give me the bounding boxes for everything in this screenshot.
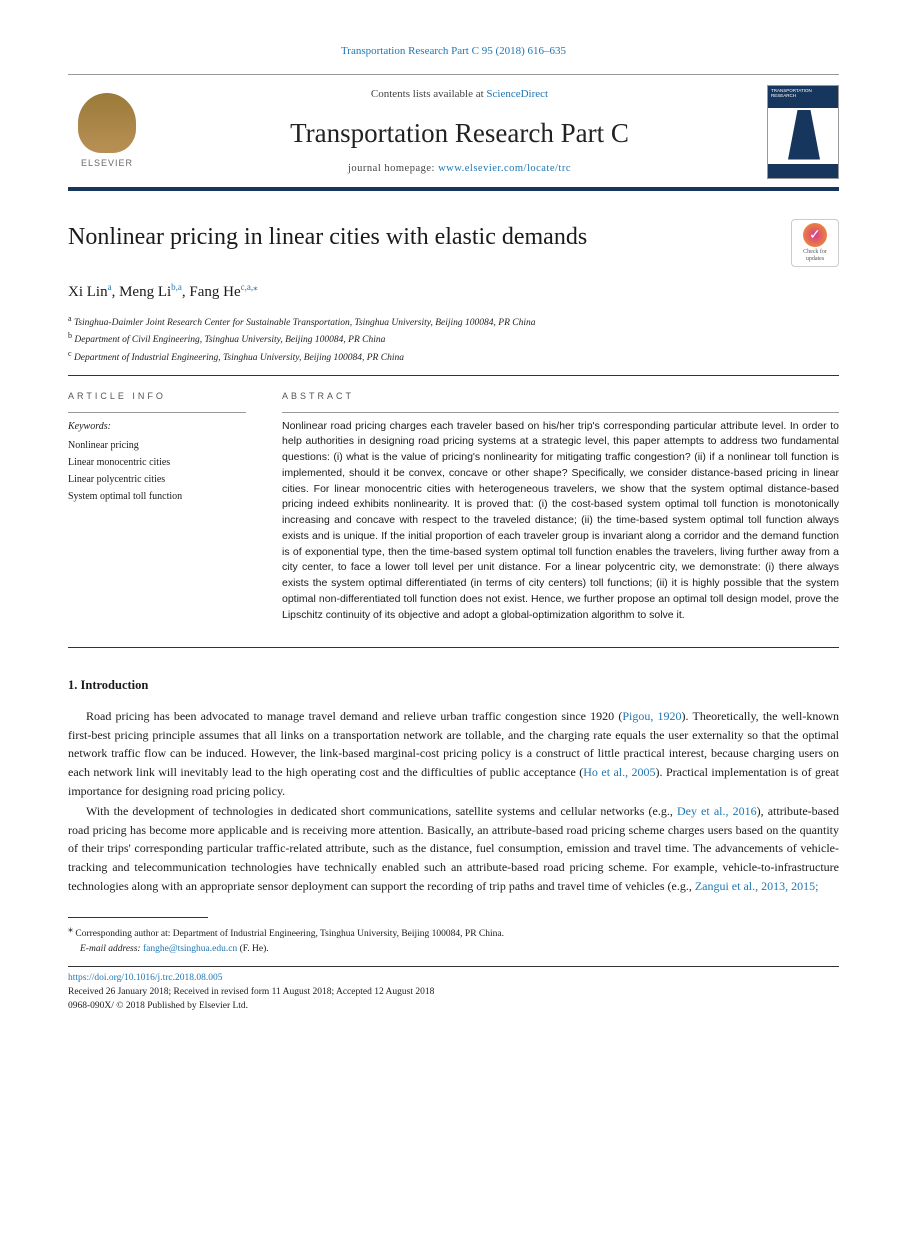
abstract-label: ABSTRACT	[282, 390, 839, 404]
journal-header: ELSEVIER Contents lists available at Sci…	[68, 74, 839, 191]
paragraph-1: Road pricing has been advocated to manag…	[68, 707, 839, 800]
citation-zangui[interactable]: Zangui et al., 2013, 2015;	[695, 879, 819, 893]
author-3-sup[interactable]: c,a,	[241, 282, 254, 292]
keywords-divider	[68, 412, 246, 413]
affiliation-c: c Department of Industrial Engineering, …	[68, 348, 839, 365]
keywords-list: Nonlinear pricing Linear monocentric cit…	[68, 437, 246, 505]
abstract-text: Nonlinear road pricing charges each trav…	[282, 419, 839, 624]
received-dates: Received 26 January 2018; Received in re…	[68, 985, 839, 999]
citation-pigou[interactable]: Pigou, 1920	[622, 709, 681, 723]
homepage-prefix: journal homepage:	[348, 163, 438, 174]
affiliation-a: a Tsinghua-Daimler Joint Research Center…	[68, 313, 839, 330]
article-title: Nonlinear pricing in linear cities with …	[68, 219, 775, 255]
divider	[68, 375, 839, 376]
journal-name: Transportation Research Part C	[160, 113, 759, 154]
email-who: (F. He).	[237, 944, 268, 954]
author-1-sup[interactable]: a	[108, 282, 112, 292]
title-row: Nonlinear pricing in linear cities with …	[68, 219, 839, 267]
cover-image	[768, 108, 838, 164]
article-info-label: ARTICLE INFO	[68, 390, 246, 404]
copyright-line: 0968-090X/ © 2018 Published by Elsevier …	[68, 999, 839, 1013]
homepage-link[interactable]: www.elsevier.com/locate/trc	[438, 163, 571, 174]
keyword: System optimal toll function	[68, 488, 246, 505]
author-3-star[interactable]: ⁎	[253, 282, 258, 292]
abstract-divider	[282, 412, 839, 413]
cover-footer	[768, 164, 838, 179]
email-label: E-mail address:	[80, 944, 143, 954]
paragraph-2: With the development of technologies in …	[68, 802, 839, 895]
publisher-name: ELSEVIER	[81, 157, 133, 171]
sciencedirect-link[interactable]: ScienceDirect	[486, 88, 548, 100]
contents-prefix: Contents lists available at	[371, 88, 486, 100]
corresponding-text: Corresponding author at: Department of I…	[75, 929, 504, 939]
check-updates-badge[interactable]: Check forupdates	[791, 219, 839, 267]
abstract-column: ABSTRACT Nonlinear road pricing charges …	[282, 390, 839, 623]
contents-line: Contents lists available at ScienceDirec…	[160, 86, 759, 103]
author-2[interactable]: Meng Li	[119, 284, 171, 300]
elsevier-logo[interactable]: ELSEVIER	[68, 88, 146, 176]
top-journal-ref: Transportation Research Part C 95 (2018)…	[68, 40, 839, 60]
doi-link[interactable]: https://doi.org/10.1016/j.trc.2018.08.00…	[68, 971, 839, 985]
affiliations: a Tsinghua-Daimler Joint Research Center…	[68, 313, 839, 365]
elsevier-tree-icon	[78, 93, 136, 153]
citation-dey[interactable]: Dey et al., 2016	[677, 804, 757, 818]
body-text: Road pricing has been advocated to manag…	[68, 707, 839, 895]
author-1[interactable]: Xi Lin	[68, 284, 108, 300]
citation-ho[interactable]: Ho et al., 2005	[583, 765, 655, 779]
check-updates-icon	[803, 223, 827, 247]
homepage-line: journal homepage: www.elsevier.com/locat…	[160, 161, 759, 177]
header-center: Contents lists available at ScienceDirec…	[160, 86, 759, 177]
check-updates-text: Check forupdates	[803, 249, 827, 262]
keywords-heading: Keywords:	[68, 419, 246, 434]
affiliation-b: b Department of Civil Engineering, Tsing…	[68, 330, 839, 347]
article-info-column: ARTICLE INFO Keywords: Nonlinear pricing…	[68, 390, 246, 623]
corresponding-author-footnote: ⁎ Corresponding author at: Department of…	[68, 922, 839, 956]
authors-line: Xi Lina, Meng Lib,a, Fang Hec,a,⁎	[68, 281, 839, 304]
keyword: Nonlinear pricing	[68, 437, 246, 454]
info-abstract-row: ARTICLE INFO Keywords: Nonlinear pricing…	[68, 390, 839, 623]
journal-ref-text[interactable]: Transportation Research Part C 95 (2018)…	[341, 45, 566, 57]
keyword: Linear polycentric cities	[68, 471, 246, 488]
divider	[68, 647, 839, 648]
journal-cover-thumb[interactable]: TRANSPORTATION RESEARCH	[767, 85, 839, 179]
footnote-rule	[68, 917, 208, 918]
keyword: Linear monocentric cities	[68, 454, 246, 471]
footnote-star-icon: ⁎	[68, 924, 73, 935]
pub-rule	[68, 966, 839, 967]
author-3[interactable]: Fang He	[189, 284, 240, 300]
email-link[interactable]: fanghe@tsinghua.edu.cn	[143, 944, 237, 954]
author-2-sup[interactable]: b,a	[171, 282, 182, 292]
intro-heading: 1. Introduction	[68, 676, 839, 695]
cover-label: TRANSPORTATION RESEARCH	[768, 86, 838, 108]
